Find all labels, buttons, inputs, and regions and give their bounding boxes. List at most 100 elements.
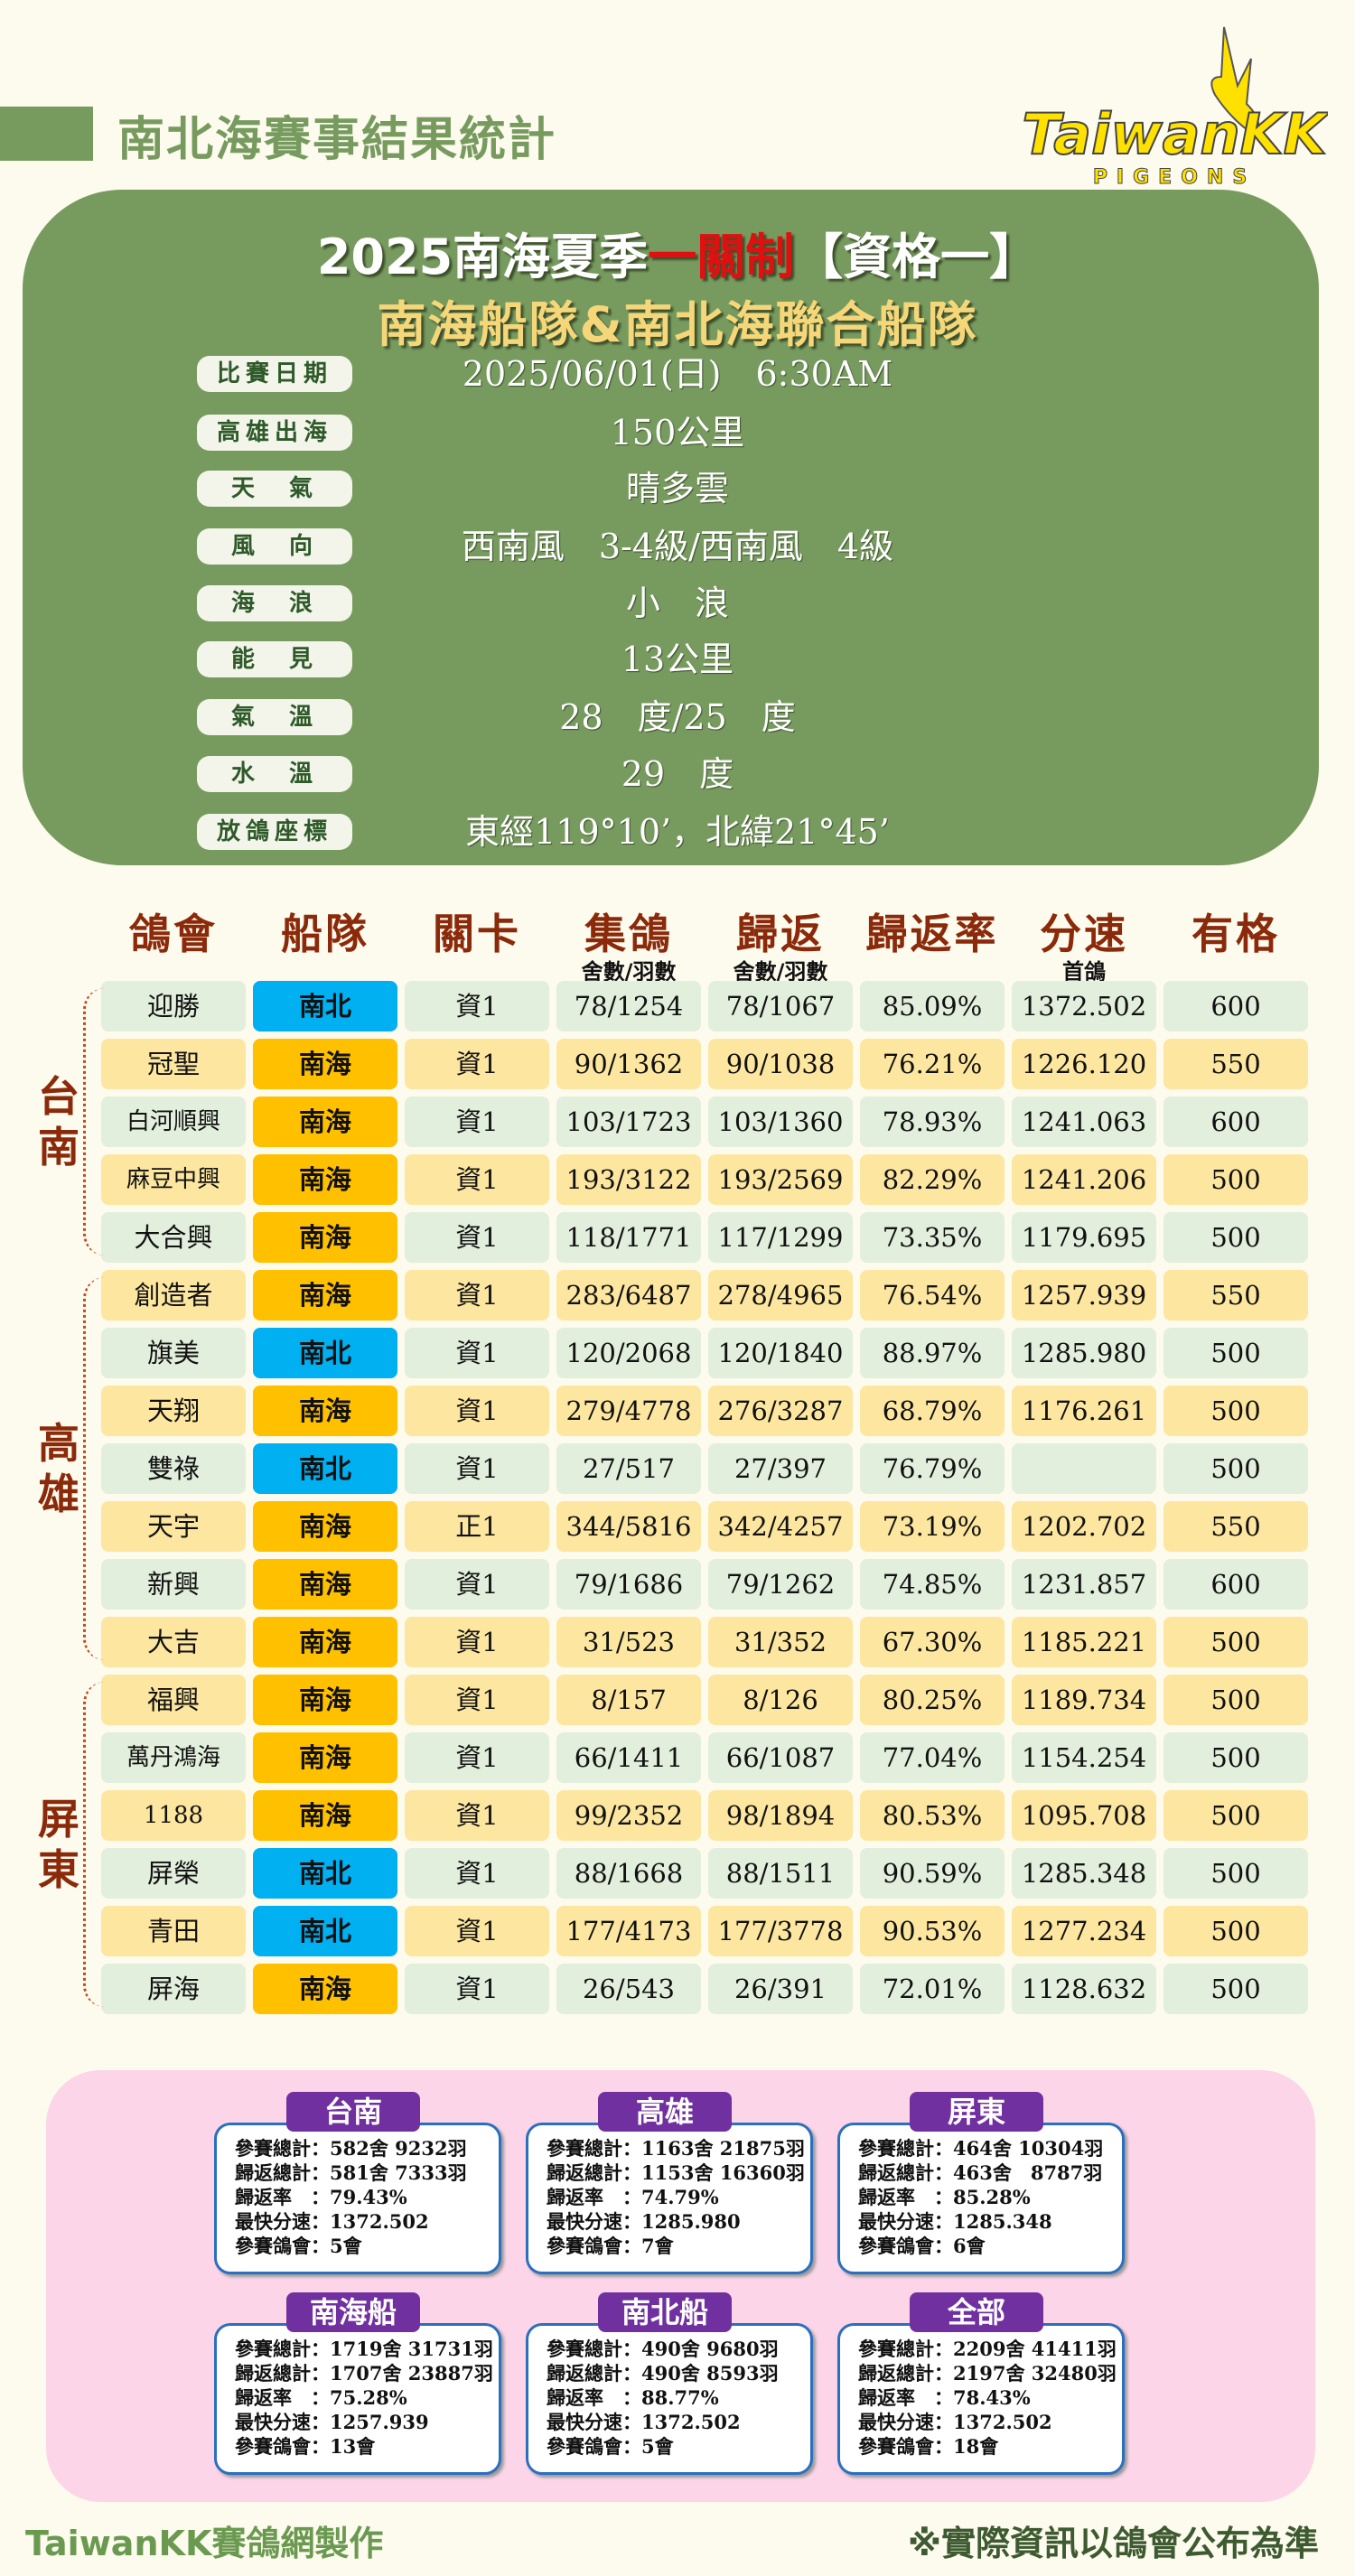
cell-speed: 1185.221 xyxy=(1012,1617,1156,1667)
cell-returned: 276/3287 xyxy=(708,1386,853,1436)
cell-team: 南海 xyxy=(253,1964,397,2014)
cell-team: 南海 xyxy=(253,1732,397,1783)
cell-speed: 1277.234 xyxy=(1012,1906,1156,1956)
cell-stage: 正1 xyxy=(405,1501,549,1552)
svg-text:PIGEONS: PIGEONS xyxy=(1093,166,1256,185)
cell-returned: 117/1299 xyxy=(708,1212,853,1263)
cell-returned: 26/391 xyxy=(708,1964,853,2014)
race-title-main: 2025南海夏季 xyxy=(316,229,649,285)
summary-line: 歸返總計：490舍 8593羽 xyxy=(547,2362,779,2385)
race-subtitle: 南海船隊&南北海聯合船隊 xyxy=(377,296,978,353)
summary-box: 參賽總計：2209舍 41411羽 歸返總計：2197舍 32480羽 歸返率 ：7… xyxy=(837,2323,1125,2475)
info-label: 海 浪 xyxy=(197,585,352,621)
cell-rate: 82.29% xyxy=(860,1154,1005,1205)
cell-rate: 85.09% xyxy=(860,981,1005,1031)
cell-club: 福興 xyxy=(101,1675,246,1725)
cell-stage: 資1 xyxy=(405,1559,549,1610)
cell-club: 屏海 xyxy=(101,1964,246,2014)
cell-team: 南海 xyxy=(253,1270,397,1321)
cell-rate: 72.01% xyxy=(860,1964,1005,2014)
cell-club: 創造者 xyxy=(101,1270,246,1321)
cell-speed: 1189.734 xyxy=(1012,1675,1156,1725)
column-header: 歸返率 xyxy=(865,910,999,958)
region-label: 屏東 xyxy=(38,1795,79,1894)
summary-line: 參賽鴿會：7會 xyxy=(547,2235,674,2257)
cell-club: 青田 xyxy=(101,1906,246,1956)
region-bracket xyxy=(83,988,105,1255)
cell-stage: 資1 xyxy=(405,1617,549,1667)
cell-returned: 98/1894 xyxy=(708,1790,853,1841)
race-title-stage: 【資格一】 xyxy=(794,229,1039,285)
info-value: 晴多雲 xyxy=(625,469,729,509)
summary-line: 最快分速：1257.939 xyxy=(235,2411,429,2433)
cell-team: 南海 xyxy=(253,1097,397,1147)
cell-rate: 76.54% xyxy=(860,1270,1005,1321)
cell-prize: 600 xyxy=(1163,981,1308,1031)
cell-speed: 1257.939 xyxy=(1012,1270,1156,1321)
info-label: 氣 溫 xyxy=(197,699,352,735)
footer-credit: TaiwanKK賽鴿網製作 xyxy=(25,2524,384,2563)
cell-speed: 1231.857 xyxy=(1012,1559,1156,1610)
cell-sent: 78/1254 xyxy=(556,981,701,1031)
taiwankk-logo: TaiwanKK PIGEONS xyxy=(1021,23,1332,190)
summary-line: 最快分速：1285.348 xyxy=(858,2210,1052,2233)
cell-stage: 資1 xyxy=(405,1906,549,1956)
cell-rate: 90.59% xyxy=(860,1848,1005,1899)
cell-club: 大合興 xyxy=(101,1212,246,1263)
summary-box: 參賽總計：1719舍 31731羽 歸返總計：1707舍 23887羽 歸返率 ：7… xyxy=(214,2323,501,2475)
pigeon-logo-icon: TaiwanKK PIGEONS xyxy=(1021,26,1332,190)
cell-prize: 500 xyxy=(1163,1675,1308,1725)
cell-sent: 66/1411 xyxy=(556,1732,701,1783)
cell-sent: 120/2068 xyxy=(556,1328,701,1378)
summary-line: 歸返總計：2197舍 32480羽 xyxy=(858,2362,1117,2385)
cell-team: 南海 xyxy=(253,1790,397,1841)
cell-team: 南海 xyxy=(253,1386,397,1436)
summary-line: 歸返總計：1153舍 16360羽 xyxy=(547,2161,805,2184)
cell-returned: 193/2569 xyxy=(708,1154,853,1205)
race-title-highlight: 一關制 xyxy=(648,229,795,285)
cell-returned: 278/4965 xyxy=(708,1270,853,1321)
summary-line: 參賽鴿會：5會 xyxy=(547,2435,674,2458)
summary-title: 南北船 xyxy=(598,2292,732,2332)
cell-speed: 1179.695 xyxy=(1012,1212,1156,1263)
info-label: 風 向 xyxy=(197,528,352,565)
summary-line: 歸返總計：463舍 8787羽 xyxy=(858,2161,1103,2184)
cell-returned: 88/1511 xyxy=(708,1848,853,1899)
cell-rate: 77.04% xyxy=(860,1732,1005,1783)
summary-title: 台南 xyxy=(286,2092,420,2132)
cell-sent: 193/3122 xyxy=(556,1154,701,1205)
cell-team: 南海 xyxy=(253,1675,397,1725)
column-header: 集鴿 xyxy=(584,910,673,958)
cell-sent: 118/1771 xyxy=(556,1212,701,1263)
cell-sent: 279/4778 xyxy=(556,1386,701,1436)
cell-speed: 1372.502 xyxy=(1012,981,1156,1031)
summary-line: 參賽鴿會：5會 xyxy=(235,2235,362,2257)
cell-sent: 79/1686 xyxy=(556,1559,701,1610)
cell-stage: 資1 xyxy=(405,1270,549,1321)
info-value: 13公里 xyxy=(621,639,734,679)
cell-rate: 76.21% xyxy=(860,1039,1005,1089)
cell-speed: 1285.348 xyxy=(1012,1848,1156,1899)
cell-stage: 資1 xyxy=(405,981,549,1031)
cell-club: 麻豆中興 xyxy=(101,1154,246,1205)
info-label: 高雄出海 xyxy=(197,415,352,451)
summary-line: 歸返率 ：75.28% xyxy=(235,2386,407,2409)
cell-prize: 500 xyxy=(1163,1328,1308,1378)
cell-stage: 資1 xyxy=(405,1386,549,1436)
summary-line: 參賽總計：464舍 10304羽 xyxy=(858,2137,1104,2160)
info-label: 能 見 xyxy=(197,641,352,677)
cell-speed: 1241.206 xyxy=(1012,1154,1156,1205)
cell-stage: 資1 xyxy=(405,1443,549,1494)
cell-stage: 資1 xyxy=(405,1039,549,1089)
cell-stage: 資1 xyxy=(405,1732,549,1783)
cell-returned: 78/1067 xyxy=(708,981,853,1031)
cell-team: 南海 xyxy=(253,1559,397,1610)
cell-team: 南海 xyxy=(253,1501,397,1552)
cell-rate: 78.93% xyxy=(860,1097,1005,1147)
cell-club: 屏榮 xyxy=(101,1848,246,1899)
summary-box: 參賽總計：1163舍 21875羽 歸返總計：1153舍 16360羽 歸返率 ：7… xyxy=(526,2123,813,2274)
cell-returned: 31/352 xyxy=(708,1617,853,1667)
cell-club: 旗美 xyxy=(101,1328,246,1378)
summary-line: 參賽鴿會：18會 xyxy=(858,2435,999,2458)
page-title: 南北海賽事結果統計 xyxy=(117,113,557,167)
